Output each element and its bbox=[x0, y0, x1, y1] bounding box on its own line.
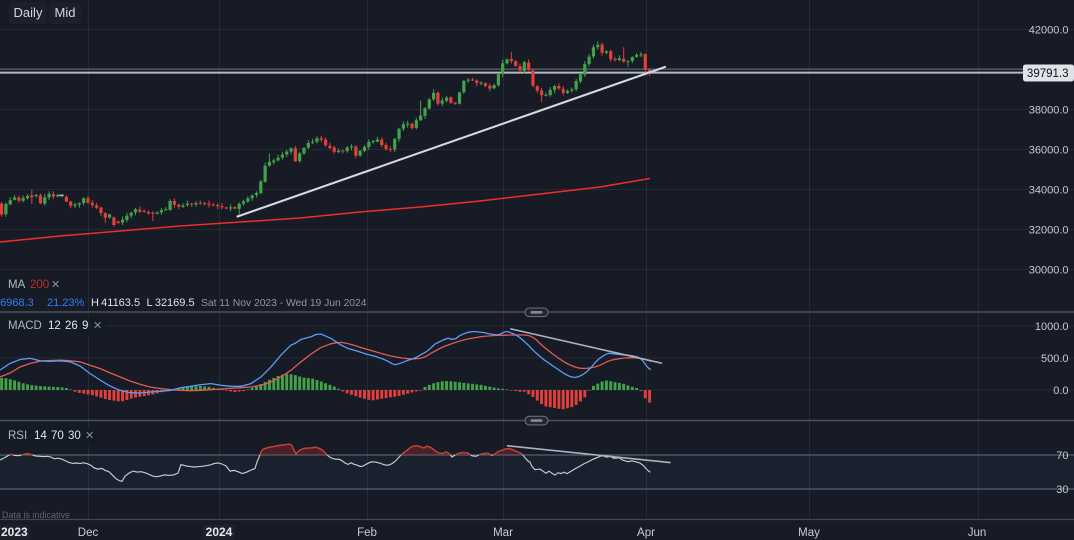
svg-text:36000.0: 36000.0 bbox=[1029, 145, 1069, 157]
svg-text:Feb: Feb bbox=[357, 527, 377, 539]
svg-text:38000.0: 38000.0 bbox=[1029, 105, 1069, 117]
svg-text:70: 70 bbox=[1056, 450, 1068, 462]
svg-text:30: 30 bbox=[1056, 484, 1068, 496]
svg-text:2024: 2024 bbox=[206, 525, 233, 539]
svg-text:Dec: Dec bbox=[78, 527, 99, 539]
svg-text:2023: 2023 bbox=[1, 525, 28, 539]
svg-text:1000.0: 1000.0 bbox=[1035, 321, 1069, 333]
svg-text:Mar: Mar bbox=[493, 527, 513, 539]
svg-text:42000.0: 42000.0 bbox=[1029, 25, 1069, 37]
svg-text:500.0: 500.0 bbox=[1041, 353, 1069, 365]
svg-text:May: May bbox=[798, 527, 820, 539]
svg-text:34000.0: 34000.0 bbox=[1029, 185, 1069, 197]
svg-text:Apr: Apr bbox=[637, 527, 655, 539]
svg-text:39791.3: 39791.3 bbox=[1027, 68, 1069, 80]
svg-text:Jun: Jun bbox=[968, 527, 987, 539]
svg-text:Data is indicative: Data is indicative bbox=[2, 510, 70, 520]
svg-text:32000.0: 32000.0 bbox=[1029, 225, 1069, 237]
svg-text:0.0: 0.0 bbox=[1053, 385, 1068, 397]
svg-text:30000.0: 30000.0 bbox=[1029, 265, 1069, 277]
